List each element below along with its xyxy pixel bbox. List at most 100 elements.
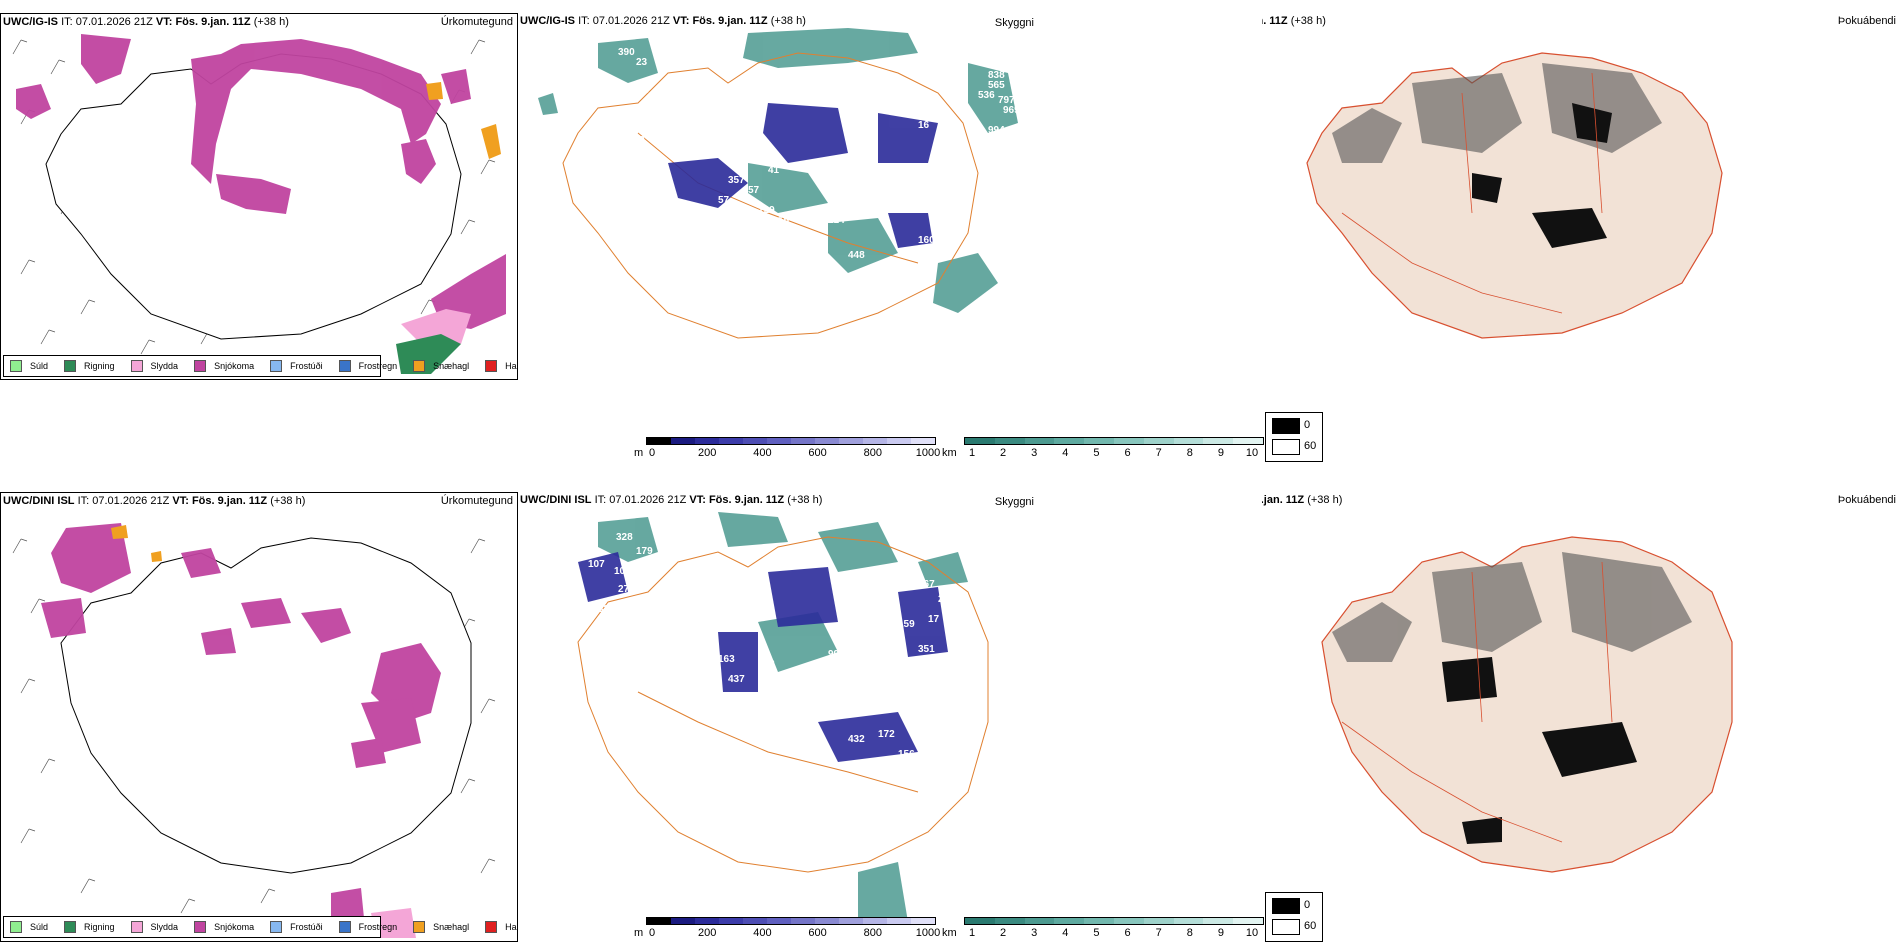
offset: (+38 h) bbox=[770, 15, 806, 27]
colorbar-segment bbox=[1233, 918, 1263, 924]
swatch-rain bbox=[64, 921, 77, 933]
colorbar-segment bbox=[695, 918, 719, 924]
colorbar-segment bbox=[671, 918, 695, 924]
station-value-label: 159 bbox=[898, 619, 915, 630]
colorbar-segment bbox=[743, 918, 767, 924]
station-value-label: 738 bbox=[948, 624, 965, 635]
station-value-label: 57 bbox=[718, 195, 730, 206]
fog-label-60: 60 bbox=[1304, 440, 1317, 452]
legend-label: Rigning bbox=[84, 361, 115, 371]
visibility-ticks: 1 2 3 4 5 6 7 8 9 10 bbox=[942, 927, 1264, 939]
station-value-label: 156 bbox=[898, 749, 915, 760]
vt-label: VT: bbox=[672, 15, 690, 27]
offset: (+38 h) bbox=[270, 495, 306, 507]
row2-fog-map bbox=[1321, 536, 1733, 873]
station-value-label: 969 bbox=[1003, 105, 1020, 116]
colorbar-segment bbox=[887, 438, 911, 444]
colorbar-tick-label: 0 bbox=[648, 927, 656, 939]
station-value-label: 406 bbox=[878, 839, 895, 850]
legend-label: Haglél bbox=[505, 361, 517, 371]
colorbar-tick-label: 600 bbox=[808, 447, 827, 459]
swatch-freezing-rain bbox=[338, 921, 351, 933]
row1-precip-header: UWC/IG-IS IT: 07.01.2026 21Z VT: Fös. 9.… bbox=[3, 16, 289, 28]
legend-item: Frostregn bbox=[338, 921, 398, 933]
station-value-label: 152 bbox=[678, 562, 695, 573]
colorbar-tick-label: 9 bbox=[1217, 927, 1224, 939]
row1-cloud-header: UWC/IG-IS IT: 07.01.2026 21Z VT: Fös. 9.… bbox=[520, 15, 806, 27]
legend-label: Frostregn bbox=[358, 922, 398, 932]
station-value-label: 357 bbox=[728, 175, 745, 186]
station-value-label: 667 bbox=[868, 684, 885, 695]
swatch-rain bbox=[64, 360, 77, 372]
colorbar-segment bbox=[1084, 438, 1114, 444]
colorbar-segment bbox=[863, 438, 887, 444]
panel-title-fog: Þokuábendi bbox=[1837, 15, 1896, 27]
it-value: 07.01.2026 21Z bbox=[609, 494, 687, 506]
fog-dark-areas bbox=[1442, 657, 1637, 844]
station-value-label: 16 bbox=[918, 120, 930, 131]
colorbar-tick-label: 3 bbox=[1031, 927, 1038, 939]
station-value-label: 882 bbox=[563, 105, 580, 116]
colorbar-segment bbox=[1203, 438, 1234, 444]
vt-value: Fös. 9.jan. 11Z bbox=[1262, 15, 1288, 27]
legend-label: Snjókoma bbox=[214, 922, 255, 932]
vt-label: VT: bbox=[689, 494, 706, 506]
legend-item: Haglél bbox=[485, 921, 517, 933]
colorbar-segment bbox=[1024, 438, 1055, 444]
colorbar-segment bbox=[1113, 438, 1144, 444]
it-label: IT: bbox=[61, 16, 73, 28]
station-value-label: 10 bbox=[614, 566, 626, 577]
model-name: UWC/DINI ISL bbox=[3, 495, 75, 507]
legend-label: Slydda bbox=[150, 922, 179, 932]
colorbar-segment bbox=[863, 918, 887, 924]
cloud-base-ticks: 0 200 400 600 800 1000 bbox=[634, 447, 940, 459]
it-label: IT: bbox=[594, 494, 607, 506]
swatch-sleet bbox=[130, 360, 143, 372]
station-value-label: 179 bbox=[636, 546, 653, 557]
colorbar-segment bbox=[743, 438, 767, 444]
cloud-base-unit: m bbox=[634, 447, 644, 459]
station-value-label: 358 bbox=[938, 664, 955, 675]
it-label: IT: bbox=[77, 495, 90, 507]
legend-item: Haglél bbox=[485, 360, 517, 372]
offset: (+38 h) bbox=[1307, 494, 1343, 506]
legend-label: Frostregn bbox=[358, 361, 398, 371]
colorbar-segment bbox=[1173, 918, 1204, 924]
ice-pellet-areas bbox=[111, 525, 162, 562]
legend-item: Súld bbox=[10, 360, 48, 372]
sleet-areas bbox=[371, 908, 416, 938]
cloud-base-colorbar-row1: m 0 200 400 600 800 1000 bbox=[634, 437, 940, 459]
road-line bbox=[637, 691, 919, 793]
row2-precip-type-panel: UWC/DINI ISL IT: 07.01.2026 21Z VT: Fös.… bbox=[0, 492, 518, 942]
station-value-label: 119 bbox=[928, 729, 945, 740]
colorbar-tick-label: 2 bbox=[1000, 447, 1007, 459]
colorbar-tick-label: 5 bbox=[1093, 927, 1100, 939]
offset: (+38 h) bbox=[253, 16, 289, 28]
cloud-base-unit: m bbox=[634, 927, 644, 939]
colorbar-segment bbox=[839, 918, 863, 924]
cloud-base-ticks: 0 200 400 600 800 1000 bbox=[634, 927, 940, 939]
legend-item: Slydda bbox=[130, 921, 179, 933]
station-value-label: 10 bbox=[748, 155, 760, 166]
colorbar-segment bbox=[994, 438, 1025, 444]
snow-areas bbox=[41, 523, 441, 938]
legend-item: Snæhagl bbox=[413, 360, 469, 372]
panel-title-precip: Úrkomutegund bbox=[440, 495, 513, 507]
colorbar-tick-label: 800 bbox=[863, 927, 882, 939]
station-value-label: 278 bbox=[618, 584, 635, 595]
station-value-label: 200 bbox=[628, 135, 645, 146]
colorbar-tick-label: 1000 bbox=[915, 447, 941, 459]
colorbar-tick-label: 800 bbox=[863, 447, 882, 459]
station-value-label: 838 bbox=[988, 70, 1005, 81]
legend-item: Rigning bbox=[64, 360, 115, 372]
swatch-snow bbox=[194, 921, 207, 933]
colorbar-tick-label: 7 bbox=[1155, 927, 1162, 939]
colorbar-segment bbox=[1054, 438, 1085, 444]
row1-fog-panel: UWC/IG-IS IT: 07.01.2026 21Z VT: Fös. 9.… bbox=[1262, 13, 1900, 380]
swatch-freezing-rain bbox=[338, 360, 351, 372]
colorbar-tick-label: 10 bbox=[1245, 447, 1259, 459]
colorbar-segment bbox=[994, 918, 1025, 924]
offset: (+38 h) bbox=[787, 494, 823, 506]
station-value-label: 154 bbox=[628, 619, 645, 630]
